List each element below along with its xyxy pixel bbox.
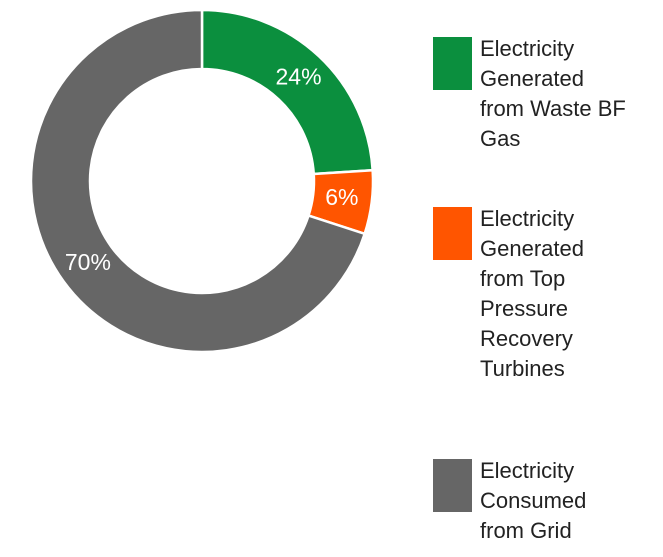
data-label: 24%	[275, 63, 321, 89]
legend-item: Electricity Consumed from Grid	[433, 458, 630, 546]
legend-item: Electricity Generated from Top Pressure …	[433, 206, 630, 384]
legend-swatch	[433, 207, 472, 260]
legend-label: Electricity Consumed from Grid	[480, 458, 587, 543]
data-label: 70%	[65, 249, 111, 275]
data-label: 6%	[325, 184, 358, 210]
legend-swatch	[433, 459, 472, 512]
donut-segment	[29, 8, 367, 354]
legend-swatch	[433, 37, 472, 90]
donut-segment	[200, 8, 374, 176]
legend-label: Electricity Generated from Waste BF Gas	[480, 36, 626, 151]
legend-label: Electricity Generated from Top Pressure …	[480, 206, 584, 381]
legend-item: Electricity Generated from Waste BF Gas	[433, 36, 630, 154]
